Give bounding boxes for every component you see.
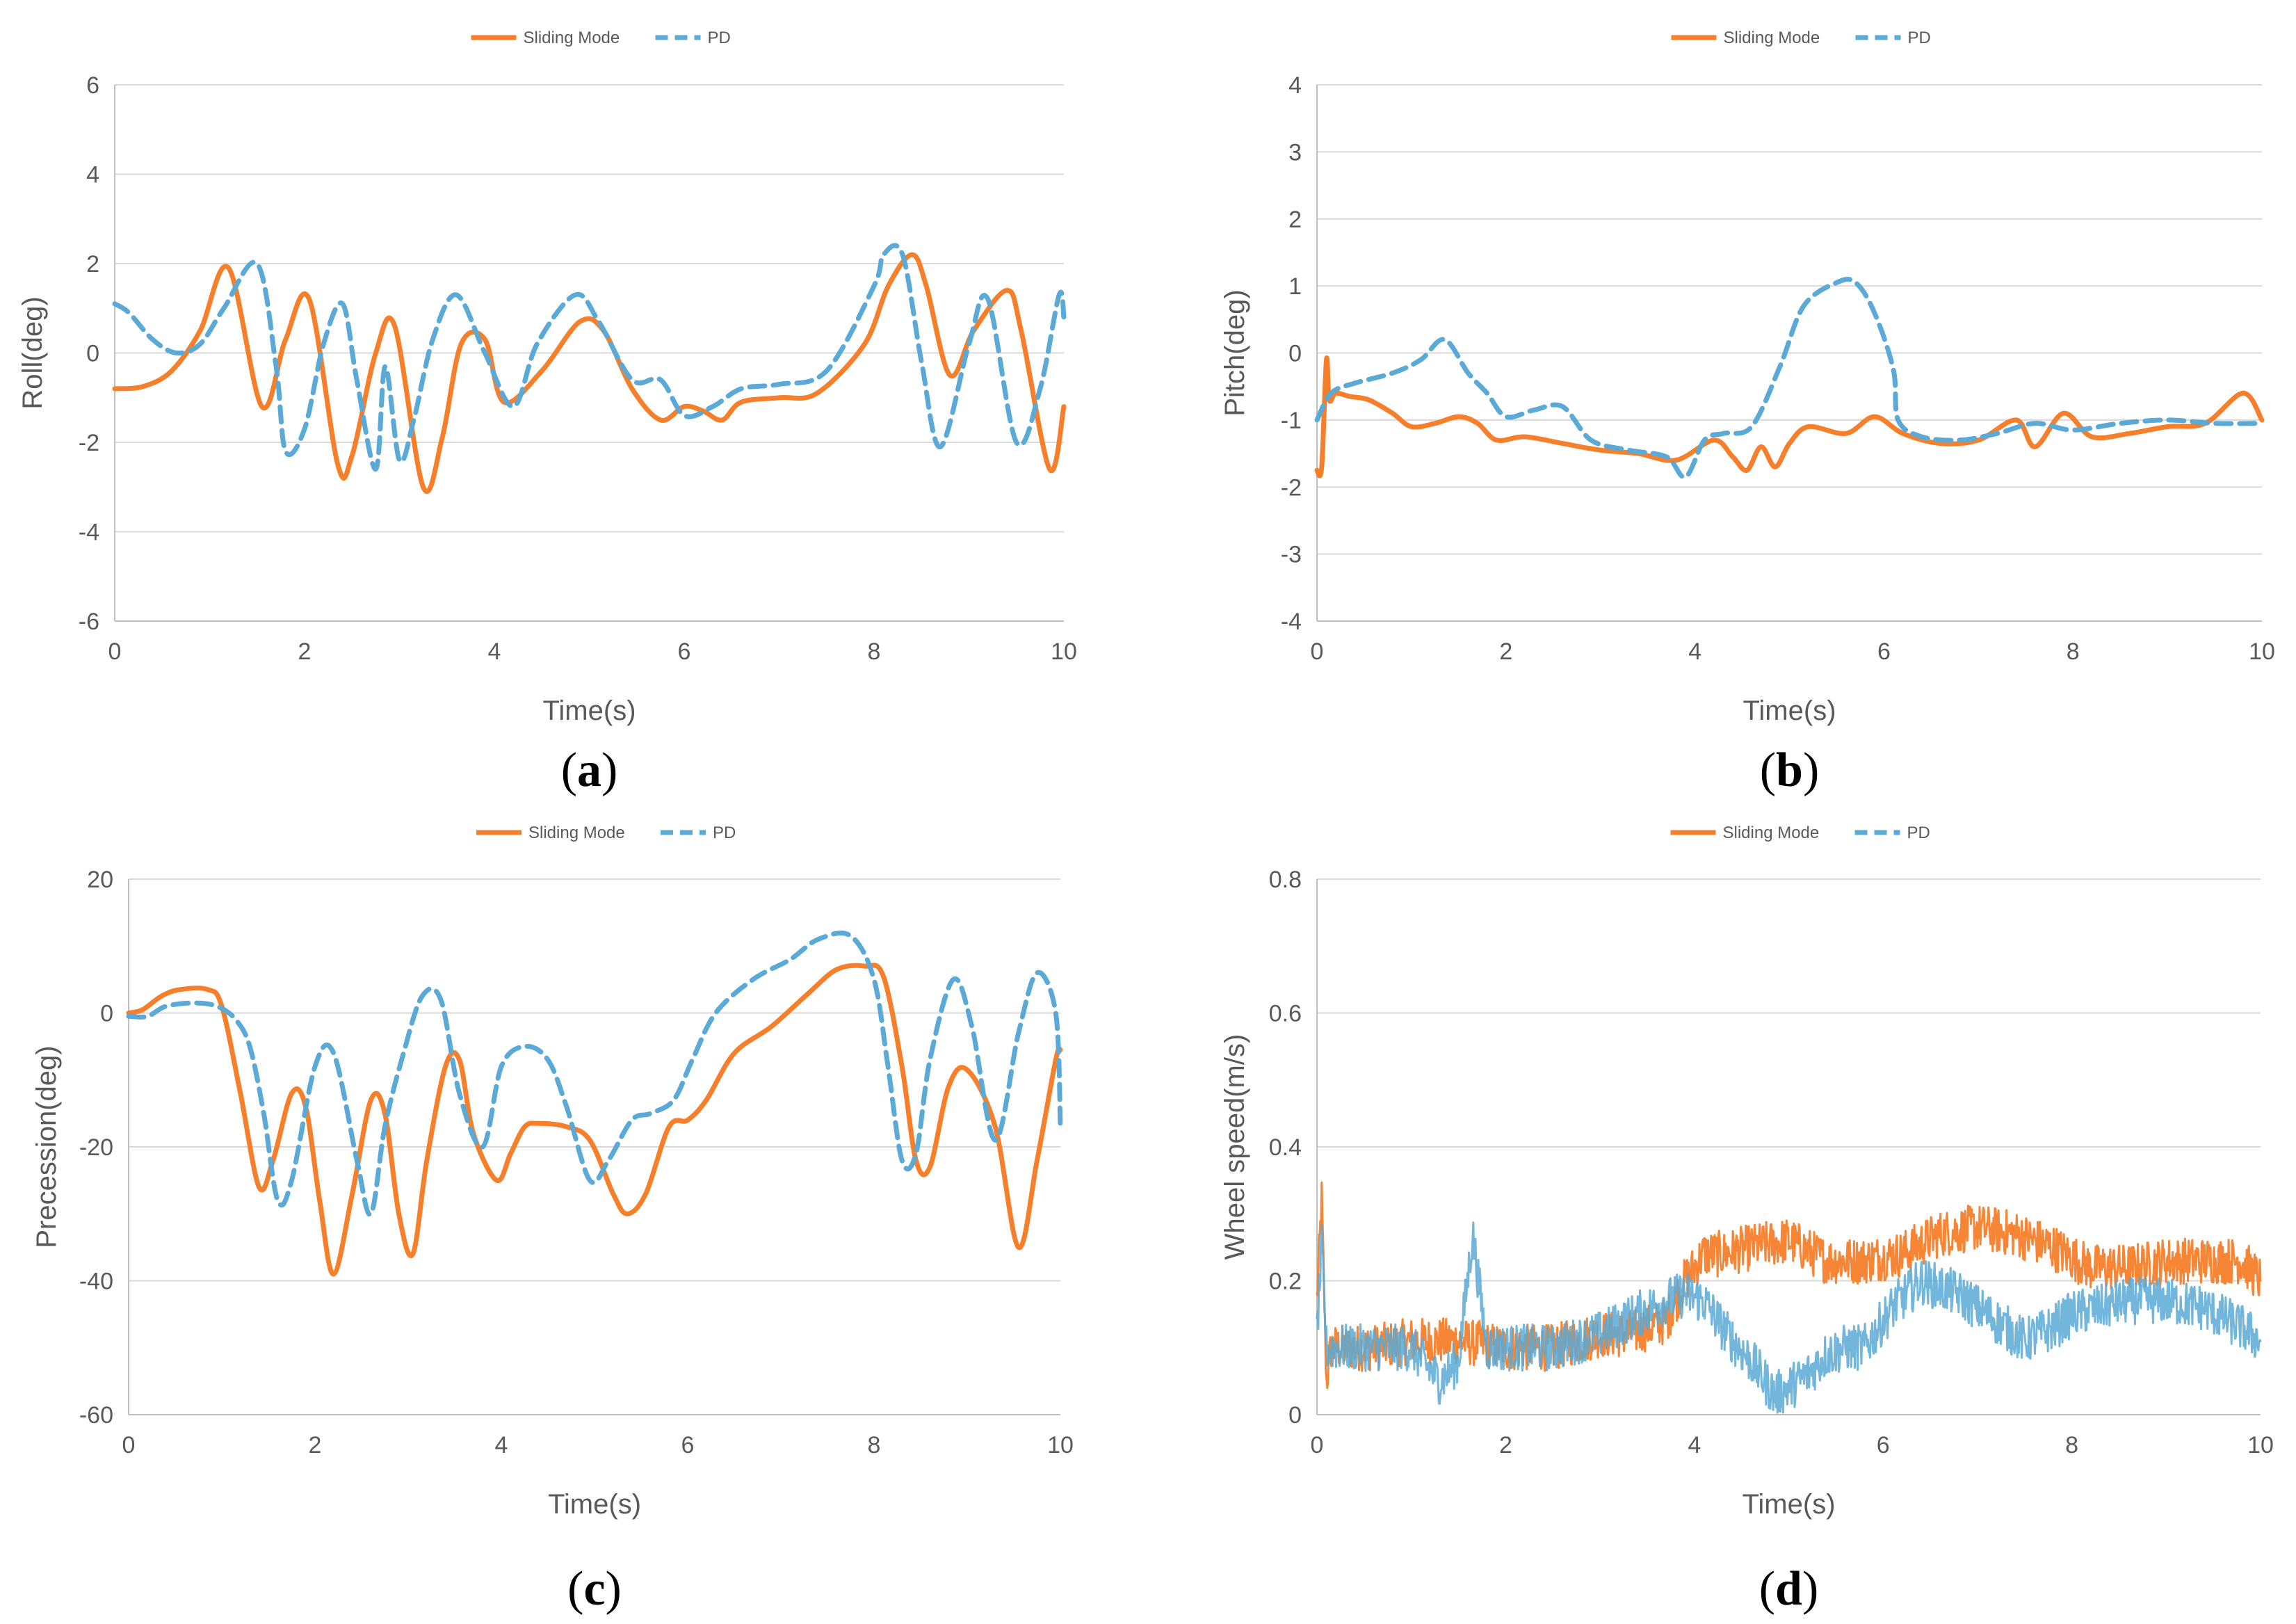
- series-line-sliding-mode: [112, 252, 1067, 495]
- x-tick-label: 0: [108, 638, 122, 665]
- x-tick-label: 10: [2249, 638, 2275, 665]
- y-tick-label: 20: [87, 867, 113, 893]
- series-line-pd: [1314, 277, 2265, 480]
- legend-label: PD: [1908, 29, 1931, 47]
- panel-c: -60 -40 -20 0 20 0 2 4 6 8 10 Time(s) Precession(deg…: [0, 812, 1148, 1623]
- y-tick-label: -1: [1281, 408, 1302, 434]
- y-tick-label: -2: [1281, 474, 1302, 501]
- y-tick-label: 4: [86, 162, 99, 188]
- y-axis-title: Pitch(deg): [1220, 289, 1250, 416]
- x-tick-label: 2: [1499, 638, 1512, 665]
- x-tick-label: 8: [2067, 638, 2080, 665]
- y-tick-label: 3: [1288, 139, 1302, 166]
- x-tick-label: 8: [868, 638, 881, 665]
- panel-a: -6 -4 -2 0 2 4 6 0 2 4 6 8 10 Time(s) Roll(deg) Sliding…: [0, 0, 1148, 812]
- x-tick-label: 4: [488, 638, 501, 665]
- x-tick-label: 6: [681, 1432, 695, 1458]
- panel-label: (c): [567, 1562, 622, 1616]
- y-tick-label: -60: [79, 1402, 113, 1429]
- chart-wheel-speed: 0 0.2 0.4 0.6 0.8 0 2 4 6 8 10 Time(s) Wheel speed(m…: [1220, 823, 2274, 1616]
- chart-pitch: -4 -3 -2 -1 0 1 2 3 4 0 2 4 6 8 10 Time(s) Pitch(deg) Sli…: [1220, 29, 2275, 797]
- y-tick-label: -4: [79, 520, 99, 546]
- chart-precession: -60 -40 -20 0 20 0 2 4 6 8 10 Time(s) Precession(deg…: [31, 823, 1074, 1616]
- series-line-pd: [1316, 1221, 2262, 1414]
- y-axis-title: Wheel speed(m/s): [1220, 1034, 1250, 1260]
- x-tick-label: 2: [309, 1432, 322, 1458]
- x-tick-label: 2: [1499, 1432, 1512, 1458]
- series-line-sliding-mode: [1316, 1181, 2262, 1390]
- y-tick-label: -20: [79, 1134, 113, 1161]
- panel-label: (b): [1760, 743, 1820, 797]
- y-tick-label: 0.6: [1269, 1001, 1302, 1027]
- series-line-pd: [126, 931, 1063, 1217]
- x-tick-label: 4: [1688, 638, 1701, 665]
- y-tick-label: 0: [1288, 341, 1302, 367]
- y-tick-label: 0.2: [1269, 1269, 1302, 1295]
- legend-label: Sliding Mode: [1723, 823, 1820, 842]
- chart-roll: -6 -4 -2 0 2 4 6 0 2 4 6 8 10 Time(s) Roll(deg) Sliding…: [17, 29, 1077, 797]
- y-tick-label: -40: [79, 1269, 113, 1295]
- y-tick-label: 0.8: [1269, 867, 1302, 893]
- y-tick-label: 2: [1288, 207, 1302, 233]
- y-tick-label: -4: [1281, 609, 1302, 635]
- x-tick-label: 4: [495, 1432, 508, 1458]
- y-tick-label: 0: [86, 341, 99, 367]
- y-tick-label: 2: [86, 251, 99, 278]
- series-line-sliding-mode: [1314, 355, 2265, 479]
- legend-label: PD: [713, 823, 736, 842]
- x-tick-label: 10: [1047, 1432, 1074, 1458]
- y-axis-title: Roll(deg): [17, 296, 48, 409]
- x-tick-label: 6: [1877, 1432, 1890, 1458]
- x-axis-title: Time(s): [542, 696, 636, 726]
- x-tick-label: 6: [678, 638, 691, 665]
- x-tick-label: 2: [298, 638, 312, 665]
- x-tick-label: 0: [122, 1432, 136, 1458]
- x-axis-title: Time(s): [548, 1489, 641, 1520]
- x-tick-label: 8: [2065, 1432, 2078, 1458]
- legend-label: Sliding Mode: [528, 823, 625, 842]
- x-tick-label: 0: [1311, 638, 1324, 665]
- series-line-sliding-mode: [126, 963, 1063, 1277]
- y-tick-label: 6: [86, 72, 99, 99]
- panel-label: (d): [1759, 1562, 1819, 1616]
- x-tick-label: 0: [1311, 1432, 1324, 1458]
- panel-label: (a): [561, 743, 618, 797]
- y-axis-title: Precession(deg): [31, 1045, 62, 1248]
- y-tick-label: 0: [100, 1001, 113, 1027]
- legend-label: PD: [708, 29, 731, 47]
- x-tick-label: 10: [2247, 1432, 2274, 1458]
- legend-label: PD: [1907, 823, 1930, 842]
- x-axis-title: Time(s): [1743, 696, 1836, 726]
- y-tick-label: 0.4: [1269, 1134, 1302, 1161]
- panel-d: 0 0.2 0.4 0.6 0.8 0 2 4 6 8 10 Time(s) Wheel speed(m…: [1148, 812, 2296, 1623]
- legend-label: Sliding Mode: [1724, 29, 1820, 47]
- x-tick-label: 8: [868, 1432, 881, 1458]
- x-axis-title: Time(s): [1742, 1489, 1835, 1520]
- y-tick-label: 1: [1288, 273, 1302, 300]
- panel-b: -4 -3 -2 -1 0 1 2 3 4 0 2 4 6 8 10 Time(s) Pitch(deg) Sli…: [1148, 0, 2296, 812]
- y-tick-label: -3: [1281, 542, 1302, 568]
- y-tick-label: -2: [79, 430, 99, 456]
- legend-label: Sliding Mode: [524, 29, 620, 47]
- y-tick-label: 0: [1288, 1402, 1302, 1429]
- y-tick-label: -6: [79, 609, 99, 635]
- x-tick-label: 6: [1877, 638, 1891, 665]
- x-tick-label: 4: [1688, 1432, 1701, 1458]
- x-tick-label: 10: [1051, 638, 1077, 665]
- series-line-pd: [112, 243, 1067, 472]
- y-tick-label: 4: [1288, 72, 1302, 99]
